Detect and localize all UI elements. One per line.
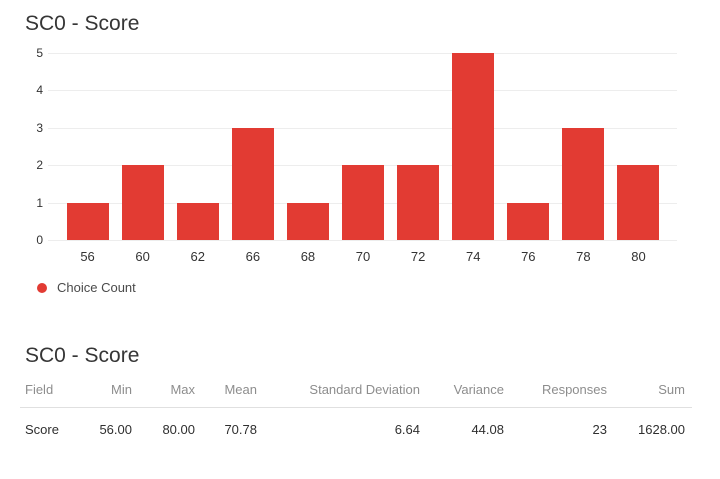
col-header-sum: Sum	[607, 377, 692, 408]
col-header-responses: Responses	[504, 377, 607, 408]
bar-74[interactable]	[452, 53, 495, 240]
bar-66[interactable]	[231, 127, 274, 240]
col-header-field: Field	[20, 377, 80, 408]
x-axis-label: 80	[631, 249, 646, 264]
cell-sum: 1628.00	[638, 422, 685, 437]
legend-label: Choice Count	[57, 280, 136, 295]
stats-table-title: SC0 - Score	[25, 344, 140, 367]
legend-dot-icon	[37, 282, 47, 293]
bar-70[interactable]	[342, 165, 385, 240]
x-axis-label: 76	[521, 249, 536, 264]
bar-slot	[335, 53, 390, 240]
x-axis-label: 74	[465, 249, 481, 264]
x-axis-label: 72	[410, 249, 426, 264]
gridline	[48, 127, 677, 129]
bar-60[interactable]	[121, 165, 164, 240]
y-axis-tick-label: 0	[36, 233, 43, 247]
bar-76[interactable]	[507, 202, 550, 240]
col-header-min: Min	[80, 377, 132, 408]
col-header-std-deviation: Standard Deviation	[257, 377, 420, 408]
y-axis-tick-label: 4	[36, 83, 43, 98]
cell-min: 56.00	[99, 422, 132, 437]
y-axis-tick-label: 1	[36, 195, 43, 210]
y-axis: 0 1 2 3 4 5	[0, 46, 43, 247]
bar-slot	[280, 53, 335, 240]
stats-table: Field Min Max Mean Standard Deviation Va…	[20, 377, 692, 437]
bar-62[interactable]	[176, 202, 219, 240]
cell-responses: 23	[592, 422, 607, 437]
col-header-max: Max	[132, 377, 195, 408]
bar-slot	[115, 53, 170, 240]
bar-slot	[611, 53, 666, 240]
bar-56[interactable]	[66, 202, 109, 240]
bar-slot	[556, 53, 611, 240]
y-axis-tick-label: 5	[36, 46, 43, 60]
x-axis-label: 68	[300, 249, 316, 264]
bar-68[interactable]	[286, 202, 329, 240]
bar-slot	[446, 53, 501, 240]
stats-header-row: Field Min Max Mean Standard Deviation Va…	[20, 377, 692, 408]
x-axis-label: 66	[245, 249, 261, 264]
cell-std-deviation: 6.64	[394, 422, 420, 437]
x-axis-label: 78	[576, 249, 591, 264]
col-header-variance: Variance	[420, 377, 504, 408]
bar-80[interactable]	[617, 165, 660, 240]
cell-mean: 70.78	[224, 422, 257, 437]
chart-title: SC0 - Score	[25, 12, 140, 35]
bar-78[interactable]	[562, 127, 605, 240]
cell-field: Score	[25, 422, 59, 437]
y-axis-tick-label: 3	[36, 120, 43, 135]
bar-slot	[170, 53, 225, 240]
bar-slot	[225, 53, 280, 240]
x-axis-label: 62	[190, 249, 205, 264]
cell-variance: 44.08	[471, 422, 504, 437]
bars-container	[60, 53, 666, 240]
bar-slot	[60, 53, 115, 240]
x-axis: 56 60 62 66 68 70 72 74 76 78 80	[60, 249, 666, 264]
stats-data-row: Score 56.00 80.00 70.78 6.64 44.08 23 16…	[20, 408, 692, 437]
gridline	[48, 90, 677, 92]
x-axis-label: 60	[135, 249, 150, 264]
x-axis-label: 70	[355, 249, 371, 264]
col-header-mean: Mean	[195, 377, 257, 408]
y-axis-tick-label: 2	[36, 158, 43, 173]
bar-slot	[501, 53, 556, 240]
gridline	[48, 240, 677, 241]
bar-72[interactable]	[397, 165, 440, 240]
cell-max: 80.00	[162, 422, 195, 437]
gridline	[48, 53, 677, 54]
bar-slot	[391, 53, 446, 240]
legend-item-choice-count[interactable]: Choice Count	[37, 280, 136, 295]
x-axis-label: 56	[80, 249, 95, 264]
